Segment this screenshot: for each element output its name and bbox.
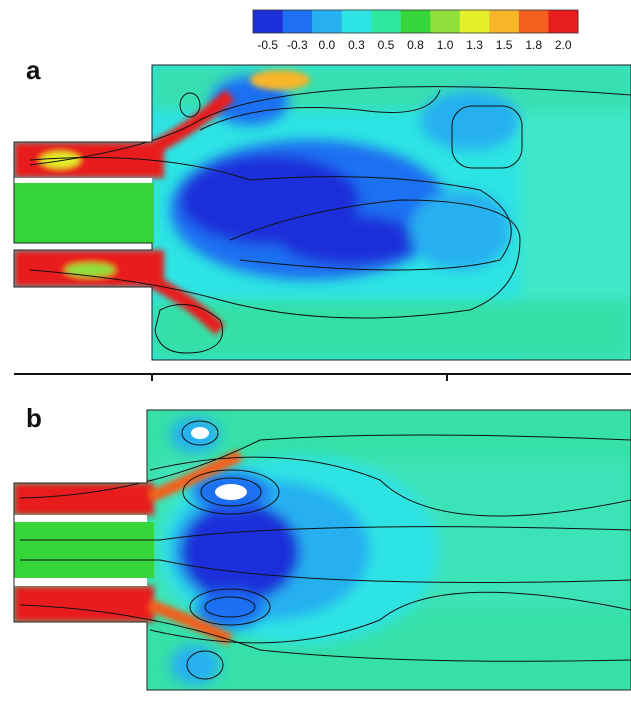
colorbar-frame: [252, 9, 579, 34]
domain-outline: [13, 64, 631, 361]
colorbar-label: 0.3: [348, 38, 365, 52]
colorbar-swatch: [312, 10, 343, 33]
contour-b: [14, 410, 631, 690]
colorbar: -0.5 -0.3 0.0 0.3 0.5 0.8 1.0 1.3 1.5 1.8 2.0: [252, 9, 579, 52]
colorbar-swatch: [253, 10, 284, 33]
colorbar-swatch: [400, 10, 431, 33]
colorbar-label: -0.3: [287, 38, 308, 52]
colorbar-label: 0.0: [319, 38, 336, 52]
colorbar-label: 1.0: [437, 38, 454, 52]
colorbar-swatch: [430, 10, 461, 33]
colorbar-label: 0.5: [378, 38, 395, 52]
colorbar-swatch: [371, 10, 402, 33]
colorbar-label: -0.5: [257, 38, 278, 52]
contour-a: [14, 65, 631, 360]
colorbar-label: 1.8: [525, 38, 542, 52]
colorbar-swatch: [282, 10, 313, 33]
colorbar-label: 2.0: [555, 38, 572, 52]
divider: [14, 373, 631, 381]
domain-outline: [13, 409, 631, 691]
panel-label: b: [26, 403, 42, 433]
panel-label: a: [26, 55, 41, 85]
colorbar-label: 1.3: [466, 38, 483, 52]
colorbar-label: 1.5: [496, 38, 513, 52]
colorbar-swatch: [489, 10, 520, 33]
colorbar-swatch: [518, 10, 549, 33]
colorbar-swatch: [341, 10, 372, 33]
colorbar-swatch: [548, 10, 579, 33]
colorbar-swatch: [459, 10, 490, 33]
colorbar-label: 0.8: [407, 38, 424, 52]
